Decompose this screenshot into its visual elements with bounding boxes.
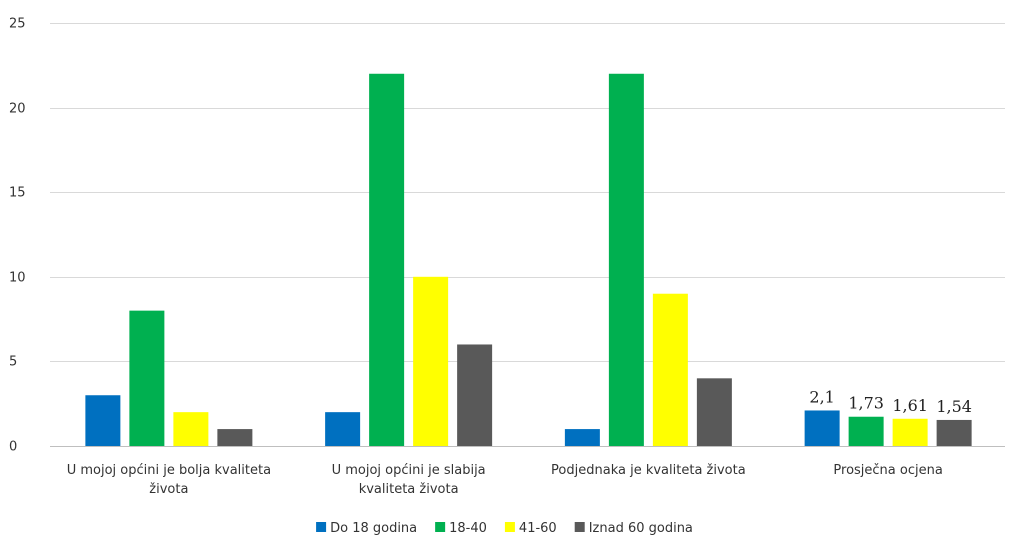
legend: Do 18 godina 18-40 41-60 Iznad 60 godina <box>316 521 693 536</box>
legend-item: Iznad 60 godina <box>574 521 693 536</box>
y-tick-label: 10 <box>9 271 26 286</box>
legend-label: 41-60 <box>519 521 557 536</box>
bar-do-18-godina-cat-2 <box>325 412 361 446</box>
bar-do-18-godina-cat-4 <box>804 410 840 446</box>
legend-swatch <box>435 522 446 532</box>
bar-41-60-cat-1 <box>173 412 209 446</box>
bar-do-18-godina-cat-1 <box>85 395 121 446</box>
data-label: 2,1 <box>809 387 834 406</box>
category-label: Prosječna ocjena <box>833 463 942 478</box>
y-tick-label: 5 <box>9 355 17 370</box>
bar-iznad-60-godina-cat-1 <box>217 429 253 446</box>
bar-41-60-cat-3 <box>652 293 688 446</box>
category-label: Podjednaka je kvaliteta života <box>551 463 746 478</box>
legend-item: Do 18 godina <box>316 521 417 536</box>
data-label: 1,73 <box>848 394 884 413</box>
bar-18-40-cat-1 <box>129 310 165 446</box>
legend-swatch <box>574 522 585 532</box>
bar-41-60-cat-2 <box>413 276 449 446</box>
data-label: 1,54 <box>936 397 972 416</box>
legend-label: Iznad 60 godina <box>589 521 693 536</box>
bar-18-40-cat-3 <box>608 73 644 446</box>
y-tick-label: 20 <box>9 102 26 117</box>
legend-label: 18-40 <box>449 521 487 536</box>
y-axis-ticks: 0 5 10 15 20 25 <box>9 17 26 455</box>
data-labels: 2,1 1,73 1,61 1,54 <box>809 387 972 415</box>
category-label: života <box>149 482 188 497</box>
category-label: U mojoj općini je slabija <box>332 463 486 478</box>
bar-iznad-60-godina-cat-2 <box>457 344 493 446</box>
y-tick-label: 25 <box>9 17 26 32</box>
legend-item: 41-60 <box>504 521 557 536</box>
bar-18-40-cat-2 <box>369 73 405 446</box>
y-tick-label: 0 <box>9 440 17 455</box>
bars <box>85 73 972 446</box>
gridlines <box>50 23 1005 447</box>
bar-do-18-godina-cat-3 <box>564 429 600 446</box>
bar-41-60-cat-4 <box>892 418 928 446</box>
category-label: U mojoj općini je bolja kvaliteta <box>67 463 271 478</box>
legend-label: Do 18 godina <box>330 521 417 536</box>
legend-item: 18-40 <box>435 521 487 536</box>
x-axis-category-labels: U mojoj općini je bolja kvaliteta života U… <box>67 463 943 497</box>
y-tick-label: 15 <box>9 186 26 201</box>
category-label: kvaliteta života <box>359 482 459 497</box>
data-label: 1,61 <box>892 396 928 415</box>
bar-iznad-60-godina-cat-3 <box>696 378 732 446</box>
bar-18-40-cat-4 <box>848 416 884 446</box>
legend-swatch <box>316 522 327 532</box>
legend-swatch <box>504 522 515 532</box>
bar-iznad-60-godina-cat-4 <box>936 419 972 446</box>
